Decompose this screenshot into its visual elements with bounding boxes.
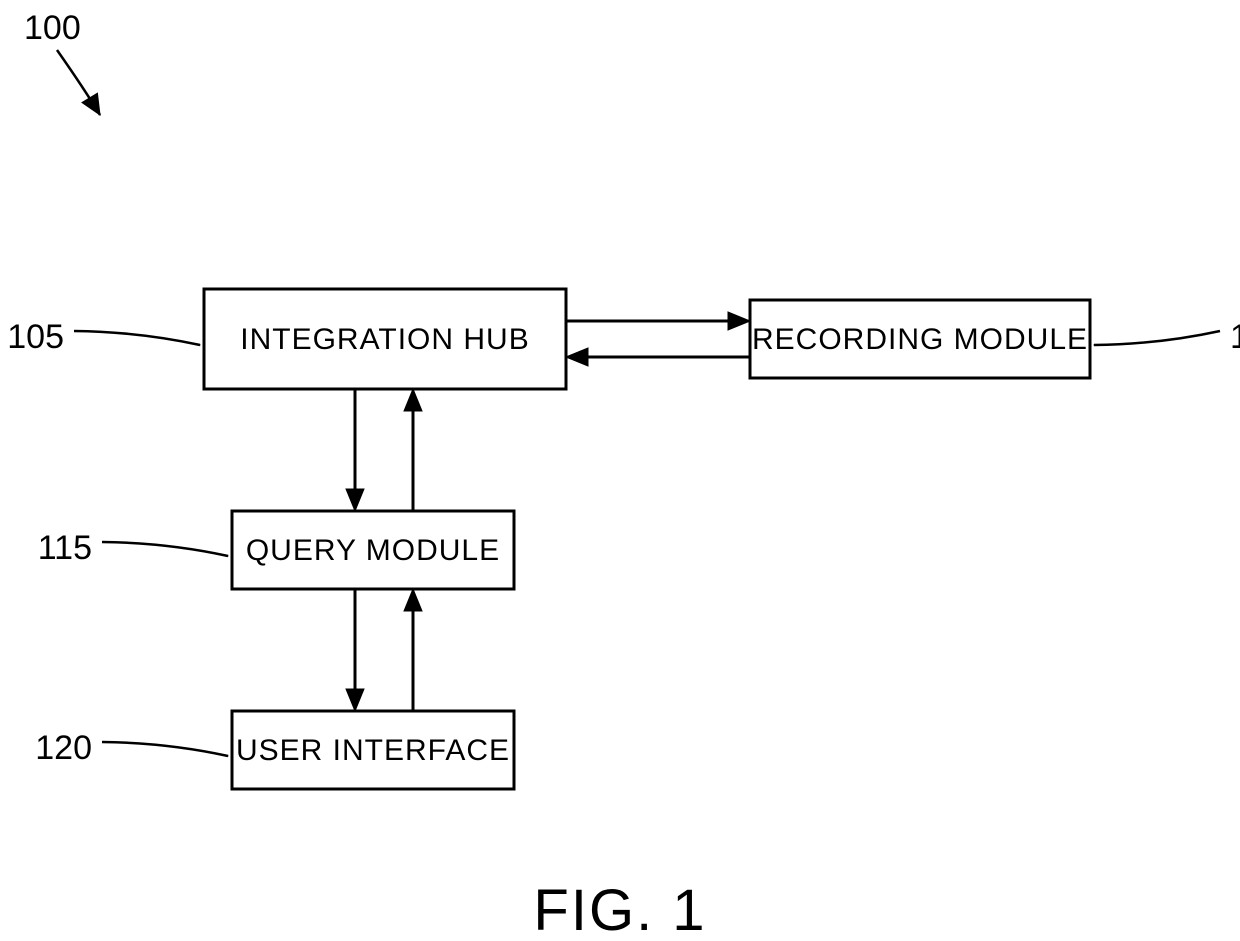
reference-number: 105	[7, 318, 64, 356]
diagram-canvas: 100 INTEGRATION HUB 105 RECORDING MODULE 110…	[0, 0, 1240, 941]
block-label: QUERY MODULE	[246, 534, 500, 567]
figure-caption: FIG. 1	[533, 878, 706, 941]
reference-number: 115	[38, 529, 92, 567]
block-query-module: QUERY MODULE 115	[38, 511, 514, 589]
block-user-interface: USER INTERFACE 120	[35, 711, 514, 789]
reference-number: 110	[1230, 318, 1240, 356]
block-label: INTEGRATION HUB	[240, 323, 529, 356]
block-label: USER INTERFACE	[236, 734, 510, 767]
reference-number: 120	[35, 729, 92, 767]
block-label: RECORDING MODULE	[752, 323, 1088, 356]
block-integration-hub: INTEGRATION HUB 105	[7, 289, 566, 389]
figure-reference-number: 100	[24, 9, 81, 47]
